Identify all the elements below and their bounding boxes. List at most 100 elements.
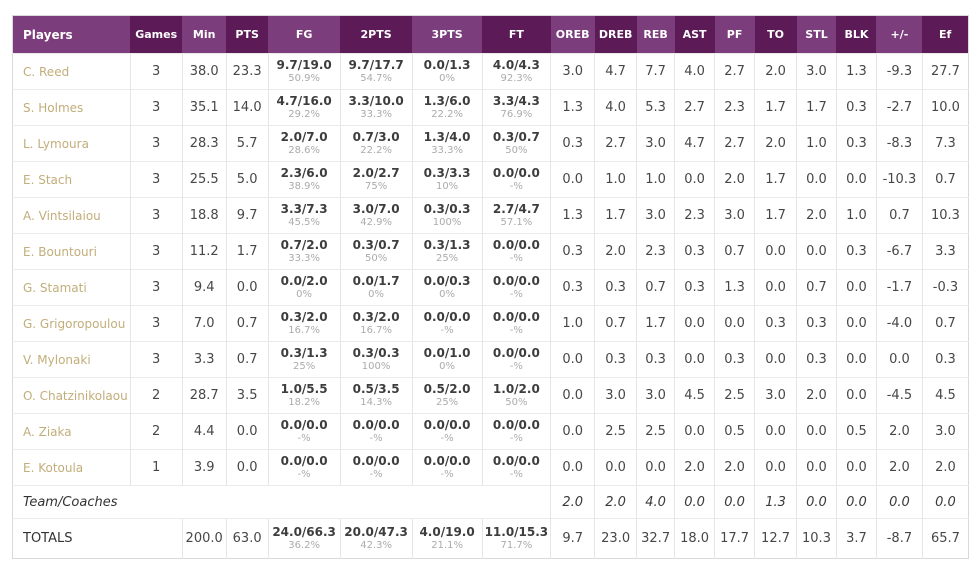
cell-dreb: 0.3 xyxy=(594,269,637,306)
cell-oreb: 2.0 xyxy=(550,485,595,519)
cell-pf: 2.3 xyxy=(714,89,755,126)
player-name-link[interactable]: G. Grigoropoulou xyxy=(12,305,131,342)
player-name-link[interactable]: E. Kotoula xyxy=(12,449,131,486)
cell-games: 3 xyxy=(129,269,183,306)
table-header: Players Games Min PTS FG 2PTS 3PTS FT OREB DREB RE… xyxy=(12,15,969,54)
cell-dreb: 1.7 xyxy=(594,197,637,234)
player-name-link[interactable]: S. Holmes xyxy=(12,89,131,126)
cell-min: 4.4 xyxy=(181,413,227,450)
player-name-link[interactable]: E. Stach xyxy=(12,161,131,198)
cell-stl: 0.3 xyxy=(796,341,837,378)
cell-games: 3 xyxy=(129,233,183,270)
cell-min: 3.9 xyxy=(181,449,227,486)
cell-p2: 20.0/47.3 42.3% xyxy=(339,518,413,559)
cell-p3: 1.3/4.0 33.3% xyxy=(411,125,483,162)
cell-reb: 32.7 xyxy=(636,518,675,559)
cell-pf: 2.0 xyxy=(714,161,755,198)
shooting-percentage: 45.5% xyxy=(288,217,320,228)
shooting-percentage: 0% xyxy=(439,361,456,372)
header-row: Players Games Min PTS FG 2PTS 3PTS FT OREB DREB RE… xyxy=(12,15,969,54)
cell-dreb: 2.5 xyxy=(594,413,637,450)
cell-pts: 9.7 xyxy=(225,197,269,234)
player-name-link[interactable]: A. Vintsilaiou xyxy=(12,197,131,234)
cell-pts: 0.7 xyxy=(225,305,269,342)
column-header-games: Games xyxy=(130,15,183,54)
cell-stl: 1.7 xyxy=(796,89,837,126)
cell-to: 0.0 xyxy=(754,449,797,486)
player-name-link[interactable]: V. Mylonaki xyxy=(12,341,131,378)
made-attempted-value: 2.0/2.7 xyxy=(352,166,400,180)
cell-to: 0.3 xyxy=(754,305,797,342)
made-attempted-value: 3.3/10.0 xyxy=(348,94,404,108)
cell-pts: 0.0 xyxy=(225,413,269,450)
cell-pts: 0.0 xyxy=(225,269,269,306)
table-row: G. Grigoropoulou 3 7.0 0.7 0.3/2.0 16.7% 0.3/2… xyxy=(12,305,969,342)
cell-blk: 0.5 xyxy=(835,413,877,450)
made-attempted-value: 0.3/0.3 xyxy=(352,346,400,360)
cell-reb: 2.3 xyxy=(636,233,675,270)
cell-blk: 0.0 xyxy=(835,305,877,342)
shooting-percentage: 25% xyxy=(293,361,316,372)
cell-ast: 0.0 xyxy=(674,485,715,519)
cell-ft: 2.7/4.7 57.1% xyxy=(481,197,551,234)
cell-ft: 0.0/0.0 -% xyxy=(481,269,551,306)
cell-pf: 2.7 xyxy=(714,53,755,90)
player-name-link[interactable]: G. Stamati xyxy=(12,269,131,306)
made-attempted-value: 1.3/4.0 xyxy=(423,130,471,144)
cell-reb: 0.0 xyxy=(636,449,675,486)
column-header-pf: PF xyxy=(714,15,755,54)
column-header-fg: FG xyxy=(268,15,341,54)
shooting-percentage: 21.1% xyxy=(431,540,463,551)
made-attempted-value: 0.0/2.0 xyxy=(280,274,328,288)
cell-p2: 0.3/0.7 50% xyxy=(339,233,413,270)
cell-games: 3 xyxy=(129,161,183,198)
cell-oreb: 1.3 xyxy=(550,89,595,126)
cell-min: 200.0 xyxy=(181,518,227,559)
made-attempted-value: 0.0/0.0 xyxy=(492,310,540,324)
cell-games: 3 xyxy=(129,89,183,126)
cell-pts: 14.0 xyxy=(225,89,269,126)
column-header-pm: +/- xyxy=(876,15,923,54)
shooting-percentage: 16.7% xyxy=(360,325,392,336)
cell-games: 3 xyxy=(129,53,183,90)
cell-reb: 3.0 xyxy=(636,197,675,234)
cell-p3: 0.3/0.3 100% xyxy=(411,197,483,234)
cell-min: 38.0 xyxy=(181,53,227,90)
shooting-percentage: 75% xyxy=(364,181,388,192)
column-header-ast: AST xyxy=(674,15,715,54)
cell-oreb: 0.0 xyxy=(550,413,595,450)
cell-oreb: 0.0 xyxy=(550,377,595,414)
cell-to: 1.7 xyxy=(754,89,797,126)
cell-blk: 0.0 xyxy=(835,449,877,486)
made-attempted-value: 0.7/2.0 xyxy=(280,238,328,252)
team-coaches-row: Team/Coaches 2.0 2.0 4.0 0.0 0.0 1.3 0.0 0.0 0.0 0… xyxy=(12,485,969,519)
cell-p2: 0.0/0.0 -% xyxy=(339,413,413,450)
cell-oreb: 0.0 xyxy=(550,341,595,378)
player-name-link[interactable]: L. Lymoura xyxy=(12,125,131,162)
cell-oreb: 0.0 xyxy=(550,449,595,486)
cell-blk: 0.0 xyxy=(835,269,877,306)
player-name-link[interactable]: C. Reed xyxy=(12,53,131,90)
player-name-link[interactable]: O. Chatzinikolaou xyxy=(12,377,131,414)
cell-fg: 0.7/2.0 33.3% xyxy=(267,233,341,270)
shooting-percentage: 36.2% xyxy=(288,540,320,551)
made-attempted-value: 0.0/0.0 xyxy=(423,454,471,468)
shooting-percentage: 10% xyxy=(435,181,459,192)
table-row: O. Chatzinikolaou 2 28.7 3.5 1.0/5.5 18.2% 0.5… xyxy=(12,377,969,414)
cell-p3: 0.3/3.3 10% xyxy=(411,161,483,198)
made-attempted-value: 4.0/19.0 xyxy=(419,525,475,539)
shooting-percentage: 76.9% xyxy=(500,109,533,120)
column-header-pts: PTS xyxy=(226,15,269,54)
cell-blk: 0.3 xyxy=(835,89,877,126)
cell-to: 2.0 xyxy=(754,125,797,162)
made-attempted-value: 2.7/4.7 xyxy=(492,202,540,216)
player-name-link[interactable]: A. Ziaka xyxy=(12,413,131,450)
cell-oreb: 1.3 xyxy=(550,197,595,234)
shooting-percentage: 33.3% xyxy=(431,145,463,156)
cell-dreb: 2.0 xyxy=(594,233,637,270)
cell-to: 0.0 xyxy=(754,233,797,270)
table-row: A. Ziaka 2 4.4 0.0 0.0/0.0 -% 0.0/0.0 -% 0.0/0.0… xyxy=(12,413,969,450)
cell-p2: 0.5/3.5 14.3% xyxy=(339,377,413,414)
player-name-link[interactable]: E. Bountouri xyxy=(12,233,131,270)
cell-pm: -2.7 xyxy=(875,89,923,126)
